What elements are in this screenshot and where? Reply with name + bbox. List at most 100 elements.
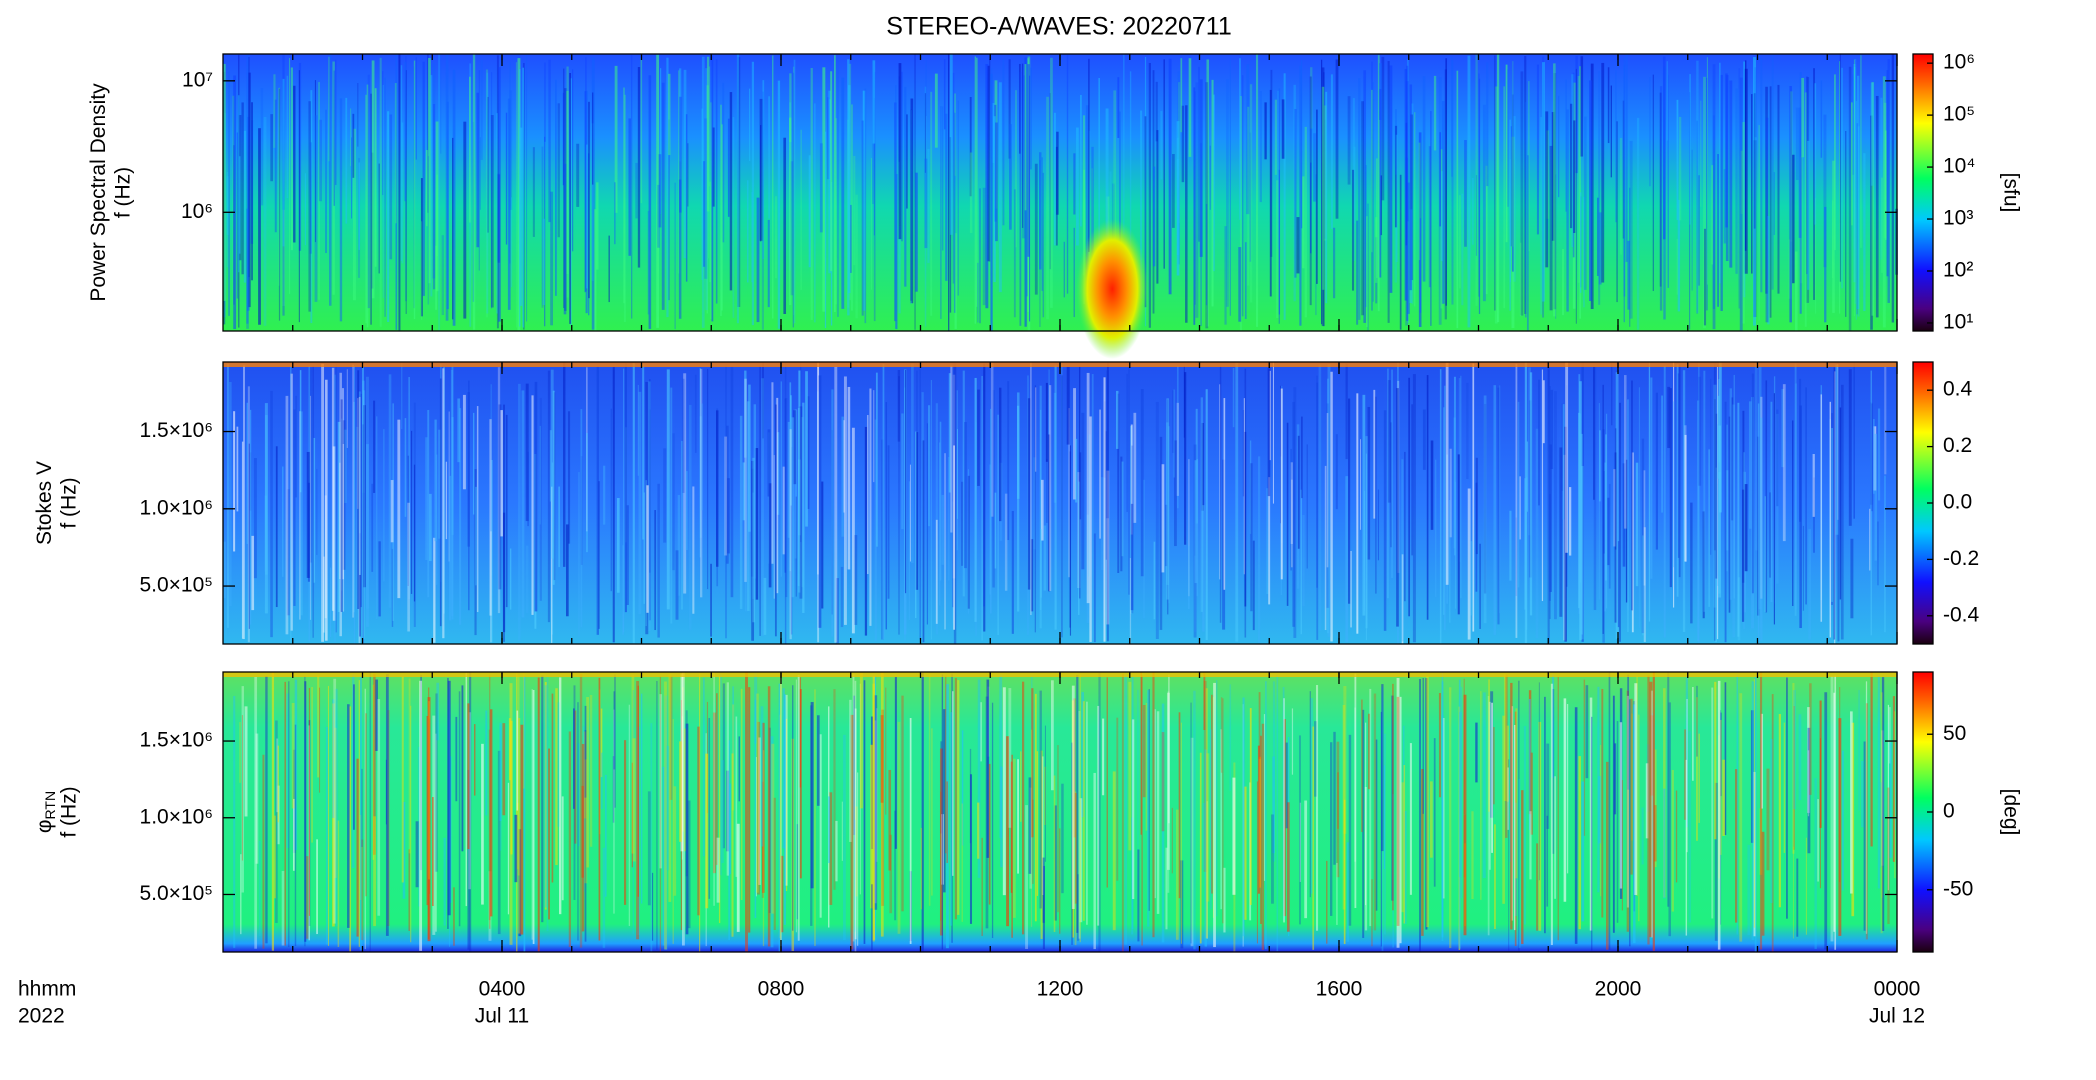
spectrogram-texture xyxy=(1351,169,1355,291)
spectrogram-texture xyxy=(1605,761,1609,950)
spectrogram-texture xyxy=(624,363,627,613)
spectrogram-texture xyxy=(1717,471,1721,594)
spectrogram-texture xyxy=(588,101,590,299)
spectrogram-texture xyxy=(977,679,981,878)
spectrogram-texture xyxy=(997,414,999,636)
spectrogram-texture xyxy=(1649,77,1651,187)
spectrogram-texture xyxy=(490,384,492,576)
spectrogram-texture xyxy=(1212,94,1215,272)
spectrogram-texture xyxy=(685,471,688,551)
spectrogram-texture xyxy=(1029,75,1031,322)
spectrogram-texture xyxy=(1760,58,1763,293)
spectrogram-texture xyxy=(1105,431,1107,560)
spectrogram-texture xyxy=(681,440,683,610)
spectrogram-texture xyxy=(1076,127,1079,246)
spectrogram-texture xyxy=(1330,742,1333,916)
spectrogram-texture xyxy=(977,802,980,859)
spectrogram-texture xyxy=(1853,63,1856,283)
spectrogram-texture xyxy=(915,431,917,619)
spectrogram-texture xyxy=(353,366,356,644)
spectrogram-texture xyxy=(795,679,797,933)
spectrogram-texture xyxy=(1770,401,1773,603)
spectrogram-texture xyxy=(706,368,709,590)
spectrogram-texture xyxy=(1142,704,1146,798)
spectrogram-texture xyxy=(1475,175,1478,256)
spectrogram-texture xyxy=(1544,696,1546,934)
spectrogram-texture xyxy=(1651,690,1653,938)
spectrogram-texture xyxy=(1597,686,1600,893)
spectrogram-texture xyxy=(742,462,746,521)
spectrogram-texture xyxy=(1004,493,1008,591)
spectrogram-texture xyxy=(316,468,318,555)
spectrogram-texture xyxy=(871,884,873,951)
spectrogram-texture xyxy=(1870,672,1873,847)
spectrogram-texture xyxy=(318,82,320,300)
spectrogram-texture xyxy=(1799,72,1802,314)
spectrogram-texture xyxy=(647,210,650,315)
spectrogram-texture xyxy=(1042,857,1045,923)
spectrogram-texture xyxy=(934,73,938,148)
spectrogram-texture xyxy=(550,369,554,559)
spectrogram-texture xyxy=(435,733,437,932)
spectrogram-texture xyxy=(246,55,249,329)
spectrogram-texture xyxy=(1318,364,1322,631)
spectrogram-texture xyxy=(1387,60,1390,323)
spectrogram-texture xyxy=(1614,743,1617,815)
spectrogram-texture xyxy=(428,701,430,880)
spectrogram-texture xyxy=(678,179,682,319)
spectrogram-texture xyxy=(1880,97,1883,260)
spectrogram-texture xyxy=(362,390,366,640)
spectrogram-texture xyxy=(862,90,866,311)
spectrogram-texture xyxy=(710,563,712,637)
spectrogram-texture xyxy=(1362,709,1365,938)
spectrogram-texture xyxy=(1593,367,1596,500)
spectrogram-texture xyxy=(1271,814,1274,904)
spectrogram-texture xyxy=(584,759,588,884)
spectrogram-texture xyxy=(614,65,618,213)
spectrogram-texture xyxy=(1242,410,1245,497)
spectrogram-texture xyxy=(1242,697,1245,937)
spectrogram-texture xyxy=(1494,86,1498,324)
spectrogram-texture xyxy=(1439,369,1442,644)
spectrogram-texture xyxy=(239,722,241,783)
spectrogram-texture xyxy=(508,718,512,781)
spectrogram-texture xyxy=(1213,682,1216,948)
spectrogram-texture xyxy=(824,131,827,329)
spectrogram-texture xyxy=(1782,384,1786,542)
spectrogram-texture xyxy=(662,766,665,946)
spectrogram-texture xyxy=(1805,387,1807,605)
spectrogram-texture xyxy=(1148,689,1150,911)
spectrogram-texture xyxy=(1547,362,1550,644)
spectrogram-texture xyxy=(244,706,248,817)
spectrogram-texture xyxy=(1761,831,1765,936)
spectrogram-texture xyxy=(810,67,813,320)
spectrogram-texture xyxy=(1343,686,1347,834)
spectrogram-texture xyxy=(873,390,875,483)
spectrogram-texture xyxy=(612,756,615,823)
spectrogram-texture xyxy=(1886,70,1889,277)
spectrogram-texture xyxy=(985,63,989,309)
spectrogram-texture xyxy=(790,395,792,506)
spectrogram-texture xyxy=(894,102,897,322)
spectrogram-texture xyxy=(1256,781,1258,944)
spectrogram-texture xyxy=(1614,428,1617,550)
spectrogram-texture xyxy=(1309,76,1312,306)
spectrogram-texture xyxy=(613,709,615,914)
spectrogram-texture xyxy=(637,67,641,268)
spectrogram-texture xyxy=(1299,802,1302,882)
spectrogram-texture xyxy=(351,137,353,219)
spectrogram-texture xyxy=(550,191,554,326)
spectrogram-texture xyxy=(1703,76,1706,329)
spectrogram-texture xyxy=(1161,732,1165,832)
colorbar-tick-label: 0.2 xyxy=(1943,434,1972,457)
spectrogram-texture xyxy=(1053,112,1056,246)
spectrogram-texture xyxy=(327,685,329,946)
spectrogram-texture xyxy=(751,191,754,283)
spectrogram-texture xyxy=(956,390,958,551)
spectrogram-texture xyxy=(1145,703,1148,831)
spectrogram-texture xyxy=(949,54,953,235)
spectrogram-texture xyxy=(469,76,471,223)
spectrogram-texture xyxy=(637,384,639,476)
spectrogram-texture xyxy=(1715,467,1718,643)
spectrogram-texture xyxy=(1502,715,1505,904)
